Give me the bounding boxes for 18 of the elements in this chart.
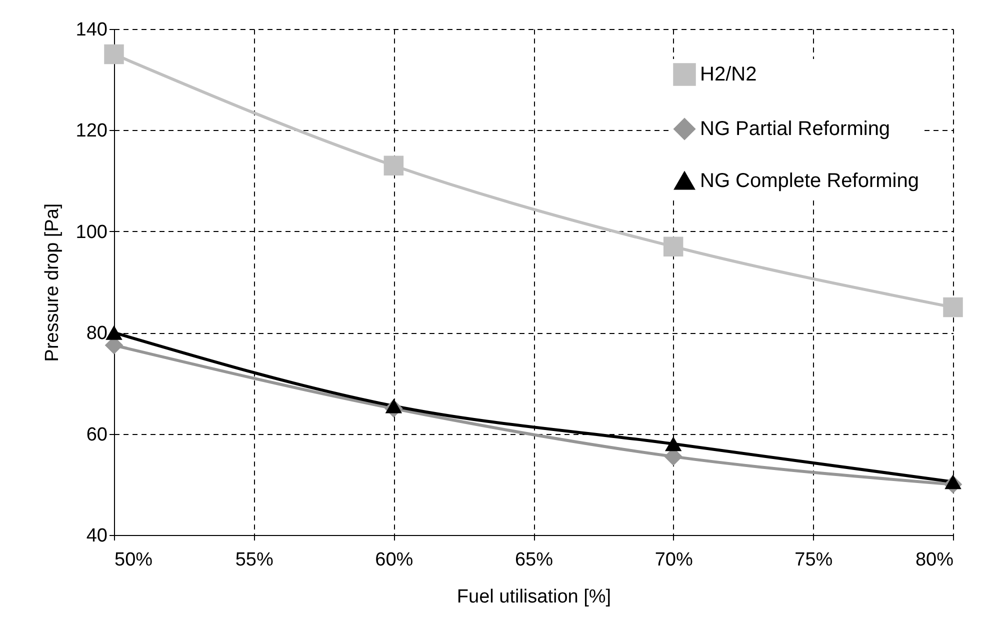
y-tick-label: 140 xyxy=(76,20,108,40)
x-tick-label: 55% xyxy=(235,550,274,570)
x-tick-label: 70% xyxy=(654,550,693,570)
x-tick-label: 50% xyxy=(114,550,153,570)
legend-label: NG Complete Reforming xyxy=(700,170,919,192)
y-tick-label: 80 xyxy=(86,323,108,344)
y-tick-label: 40 xyxy=(86,526,108,546)
y-tick-label: 100 xyxy=(76,222,108,243)
x-tick-label: 65% xyxy=(514,550,554,570)
x-tick-label: 80% xyxy=(915,550,954,570)
y-tick-label: 60 xyxy=(86,424,108,446)
x-axis-title: Fuel utilisation [%] xyxy=(456,586,612,608)
legend-label: NG Partial Reforming xyxy=(700,118,890,140)
x-tick-label: 60% xyxy=(375,550,414,570)
legend-label: H2/N2 xyxy=(700,64,757,86)
y-axis-title: Pressure drop [Pa] xyxy=(42,203,63,362)
x-tick-label: 75% xyxy=(794,550,833,570)
y-tick-label: 120 xyxy=(76,120,108,142)
